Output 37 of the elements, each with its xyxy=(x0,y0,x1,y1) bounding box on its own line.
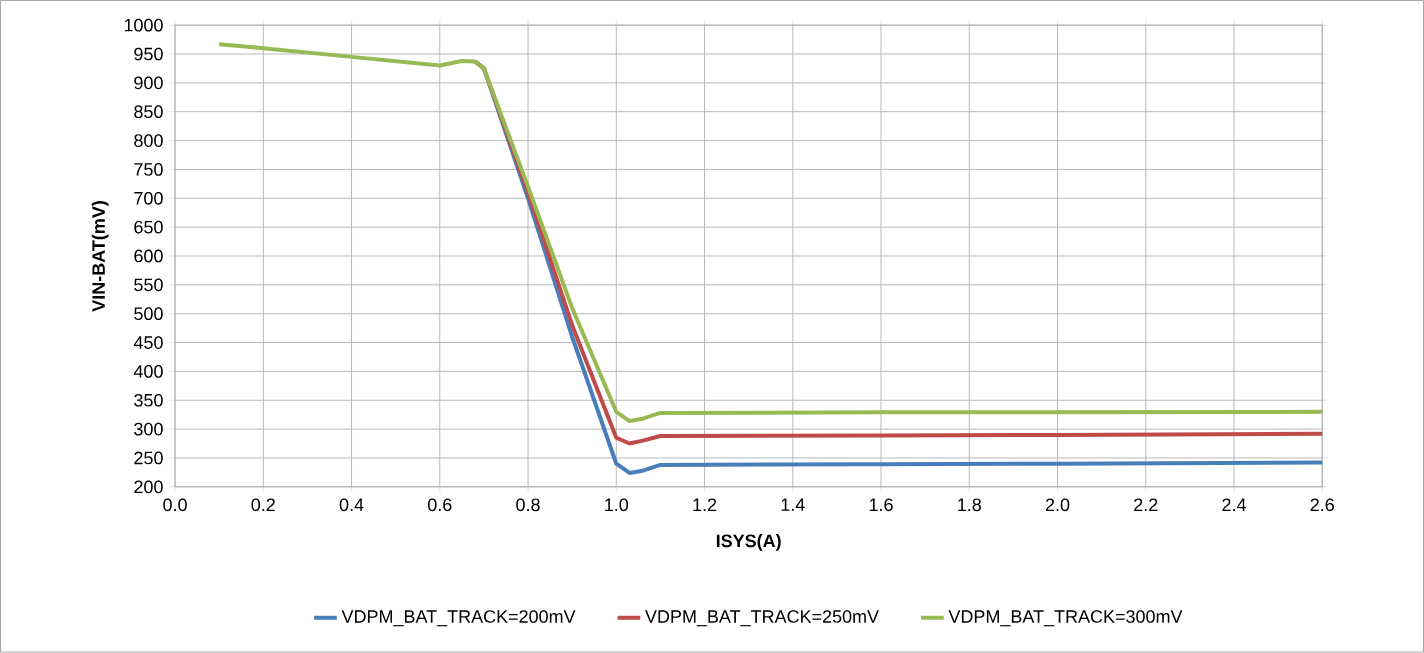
x-tick-label: 0.2 xyxy=(251,498,275,512)
x-tick-label: 0.4 xyxy=(339,498,364,512)
x-tick-label: 0.8 xyxy=(516,498,540,512)
x-tick-label: 2.4 xyxy=(1222,498,1246,512)
legend-label: VDPM_BAT_TRACK=200mV xyxy=(341,610,576,627)
x-tick-label: 1.0 xyxy=(605,498,629,512)
y-tick-label: 450 xyxy=(133,336,163,350)
y-tick-label: 250 xyxy=(134,451,163,465)
x-tick-label: 2.0 xyxy=(1045,498,1070,512)
y-tick-label: 950 xyxy=(134,47,163,61)
y-tick-label: 800 xyxy=(134,134,163,148)
legend-label: VDPM_BAT_TRACK=300mV xyxy=(948,610,1183,627)
y-tick-label: 500 xyxy=(134,307,163,321)
y-tick-label: 550 xyxy=(134,278,163,292)
y-tick-label: 750 xyxy=(134,163,163,177)
x-tick-label: 2.6 xyxy=(1310,498,1334,512)
x-tick-label: 0.6 xyxy=(428,498,452,512)
x-tick-label: 1.6 xyxy=(869,498,893,512)
y-axis-title: VIN-BAT(mV) xyxy=(91,201,109,312)
x-tick-label: 2.2 xyxy=(1134,498,1158,512)
y-tick-label: 300 xyxy=(134,422,163,436)
y-tick-label: 1000 xyxy=(124,19,163,32)
y-tick-label: 900 xyxy=(134,76,163,90)
y-tick-label: 350 xyxy=(134,394,163,407)
x-tick-label: 0.0 xyxy=(163,498,187,512)
line-series xyxy=(217,42,1323,424)
y-tick-label: 850 xyxy=(134,105,163,119)
legend-label: VDPM_BAT_TRACK=250mV xyxy=(645,610,879,627)
x-tick-label: 1.8 xyxy=(958,498,981,512)
x-tick-label: 1.2 xyxy=(693,498,717,512)
y-tick-label: 200 xyxy=(134,480,163,494)
y-tick-label: 700 xyxy=(134,192,163,205)
y-tick-label: 600 xyxy=(134,249,163,263)
x-tick-label: 1.4 xyxy=(781,498,805,512)
x-axis-title: ISYS(A) xyxy=(716,534,781,552)
y-tick-label: 650 xyxy=(134,221,163,234)
y-tick-label: 400 xyxy=(133,365,163,378)
